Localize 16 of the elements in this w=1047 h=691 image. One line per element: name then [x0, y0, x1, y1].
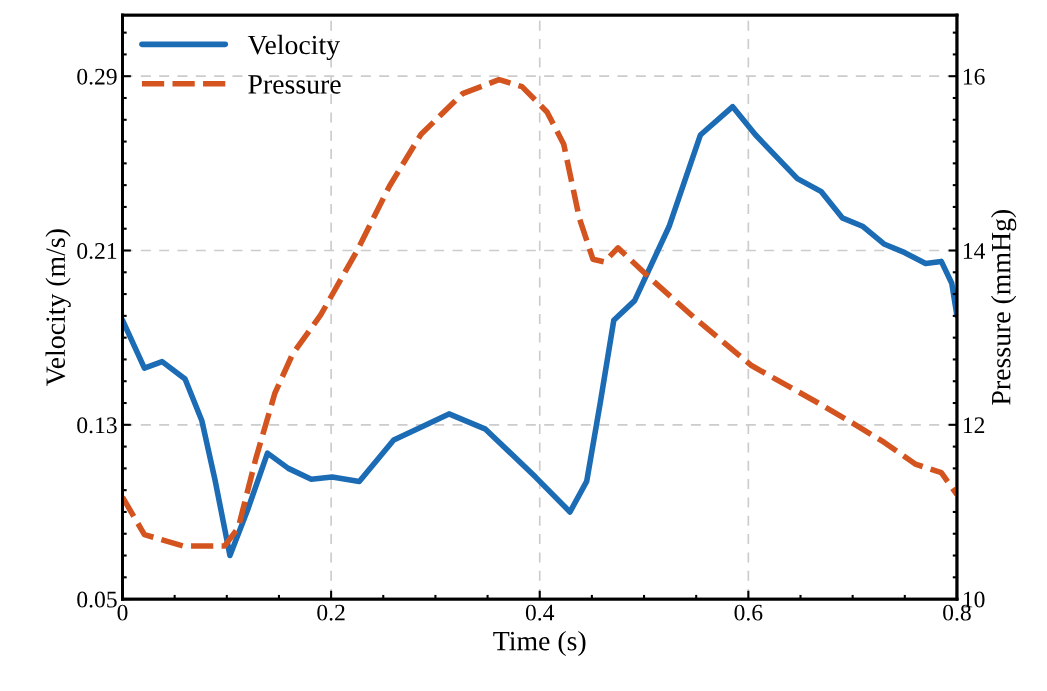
y2-tick-label: 16	[963, 68, 985, 85]
legend-label: Velocity	[247, 34, 340, 61]
y2-tick-label: 12	[963, 417, 985, 433]
y2-axis-title: Pressure (mmHg)	[990, 210, 1017, 405]
y-tick-label: 0.21	[77, 242, 117, 260]
x-axis-title: Time (s)	[493, 630, 586, 657]
y2-tick-label: 14	[963, 243, 986, 259]
x-tick-label: 0.4	[525, 604, 555, 621]
y-tick-label: 0.13	[77, 417, 117, 434]
legend-label: Pressure	[248, 75, 341, 94]
x-tick-label: 0.2	[317, 604, 345, 621]
x-tick-label: 0.6	[734, 604, 763, 621]
y-tick-label: 0.05	[77, 591, 117, 608]
y-axis-title: Velocity (m/s)	[45, 229, 71, 386]
x-tick-label: 0	[117, 604, 128, 621]
y-tick-label: 0.29	[77, 68, 117, 85]
